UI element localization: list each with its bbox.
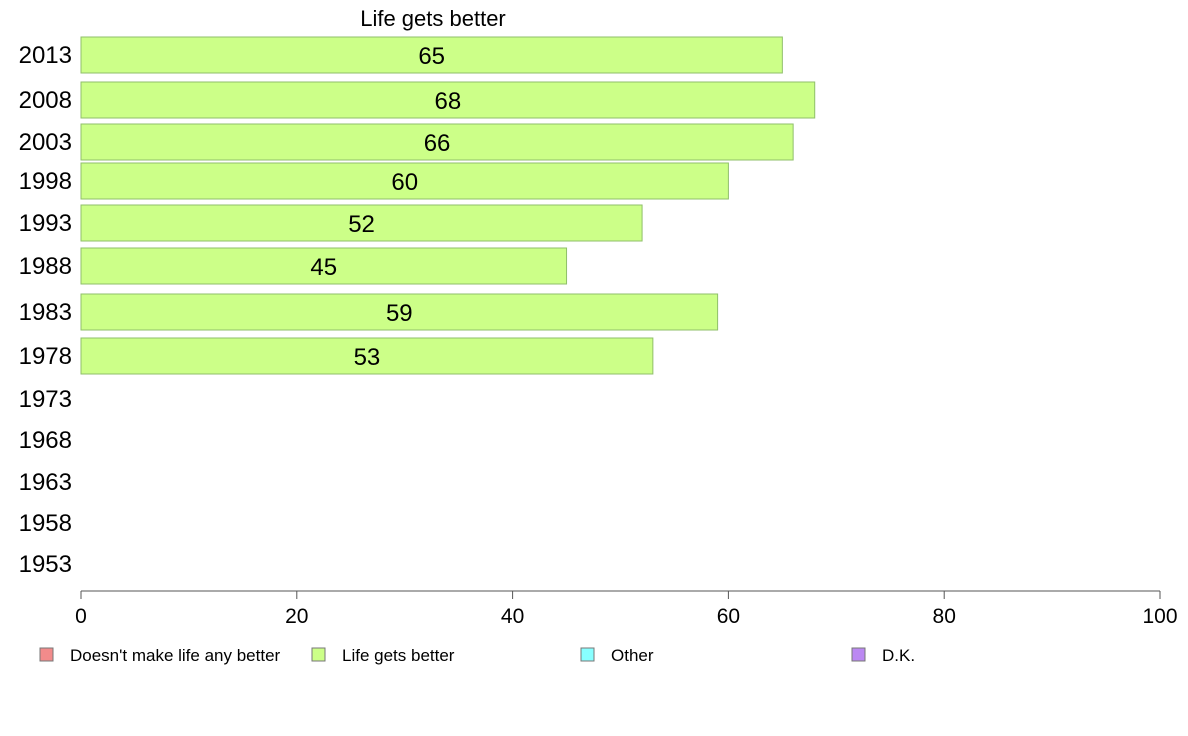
- legend-swatch-other: [580, 647, 595, 662]
- category-label-1988: 1988: [19, 253, 72, 280]
- bar-value-label-1988: 45: [310, 254, 337, 281]
- x-tick-label-60: 60: [717, 605, 740, 628]
- legend-label-d-k: D.K.: [882, 646, 915, 665]
- bar-2008: [80, 81, 816, 119]
- bar-value-label-2003: 66: [424, 130, 451, 157]
- category-labels: 2013 2008 2003 1998 1993 1988 1983 1978 1973 1968…: [19, 42, 72, 578]
- legend-swatch-life-gets-better: [311, 647, 326, 662]
- category-label-1983: 1983: [19, 299, 72, 326]
- bar-1993: [80, 204, 643, 242]
- x-tick-label-40: 40: [501, 605, 524, 628]
- legend: Doesn't make life any better Life gets be…: [39, 646, 915, 665]
- legend-label-other: Other: [611, 646, 654, 665]
- category-label-2003: 2003: [19, 129, 72, 156]
- category-label-2013: 2013: [19, 42, 72, 69]
- category-label-2008: 2008: [19, 87, 72, 114]
- bar-1988: [80, 247, 568, 285]
- x-tick-label-0: 0: [75, 605, 87, 628]
- legend-label-doesn-t-make-life-any-better: Doesn't make life any better: [70, 646, 281, 665]
- bar-2003: [80, 123, 794, 161]
- bar-1998: [80, 162, 729, 200]
- x-tick-label-100: 100: [1142, 605, 1177, 628]
- bar-value-label-2013: 65: [418, 43, 445, 70]
- x-tick-label-20: 20: [285, 605, 308, 628]
- bar-value-label-1978: 53: [354, 344, 381, 371]
- bar-1983: [80, 293, 719, 331]
- x-tick-label-80: 80: [933, 605, 956, 628]
- bar-value-label-2008: 68: [435, 88, 462, 115]
- legend-label-life-gets-better: Life gets better: [342, 646, 455, 665]
- bar-value-label-1983: 59: [386, 300, 413, 327]
- category-label-1978: 1978: [19, 343, 72, 370]
- category-label-1963: 1963: [19, 469, 72, 496]
- category-label-1958: 1958: [19, 510, 72, 537]
- bar-2013: [80, 36, 783, 74]
- category-label-1993: 1993: [19, 210, 72, 237]
- category-label-1968: 1968: [19, 427, 72, 454]
- category-label-1973: 1973: [19, 386, 72, 413]
- category-label-1998: 1998: [19, 168, 72, 195]
- chart-title: Life gets better: [360, 6, 506, 31]
- category-label-1953: 1953: [19, 551, 72, 578]
- bar-value-label-1993: 52: [348, 211, 375, 238]
- bar-value-label-1998: 60: [391, 169, 418, 196]
- legend-swatch-d-k: [851, 647, 866, 662]
- x-axis: 0 20 40 60 80 100: [75, 590, 1178, 628]
- legend-swatch-doesn-t-make-life-any-better: [39, 647, 54, 662]
- bar-1978: [80, 337, 654, 375]
